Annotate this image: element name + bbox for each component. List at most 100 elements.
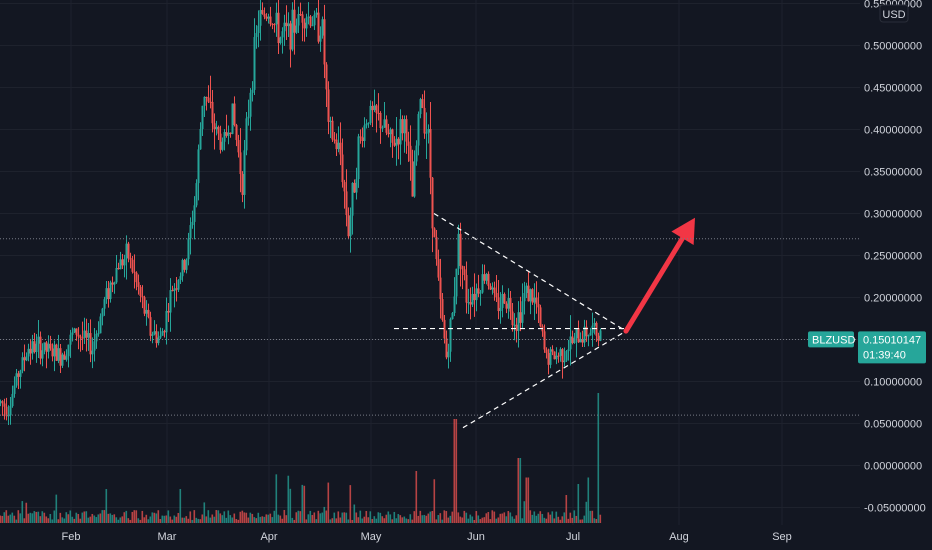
price-tick-label: 0.30000000 bbox=[864, 209, 922, 221]
candle-body bbox=[445, 338, 448, 358]
volume-bar bbox=[413, 511, 416, 523]
candle-body bbox=[9, 406, 12, 416]
trendline-resistance[interactable] bbox=[433, 212, 627, 332]
candle-body bbox=[563, 360, 566, 363]
volume-bar bbox=[307, 514, 310, 523]
price-tick-label: 0.25000000 bbox=[864, 251, 922, 263]
candle-body bbox=[163, 331, 166, 333]
candle-body bbox=[283, 22, 286, 32]
time-axis[interactable]: Feb Mar Apr May Jun Jul Aug Sep bbox=[62, 531, 792, 543]
volume-bar bbox=[299, 511, 302, 523]
volume-bar bbox=[473, 519, 476, 523]
volume-bar bbox=[385, 514, 388, 523]
volume-bar bbox=[243, 512, 246, 523]
volume-bar bbox=[437, 515, 440, 523]
volume-bar bbox=[581, 519, 584, 523]
volume-bar bbox=[355, 512, 358, 523]
candle-body bbox=[51, 348, 54, 357]
volume-bar bbox=[205, 516, 208, 523]
candle-body bbox=[193, 205, 196, 222]
volume-bar bbox=[283, 510, 286, 523]
volume-bar bbox=[177, 512, 180, 523]
candle-body bbox=[127, 243, 130, 258]
volume-bar bbox=[197, 518, 200, 523]
volume-bar bbox=[411, 519, 414, 523]
volume-bar bbox=[339, 517, 342, 523]
candle-body bbox=[545, 349, 548, 354]
candle-body bbox=[73, 328, 76, 333]
volume-bar bbox=[19, 513, 22, 523]
candle-body bbox=[69, 334, 72, 345]
volume-bar bbox=[507, 511, 510, 523]
candle-body bbox=[253, 37, 256, 90]
time-tick-label: Mar bbox=[158, 531, 177, 543]
volume-bar bbox=[461, 517, 464, 523]
volume-bar bbox=[97, 514, 100, 523]
volume-bar bbox=[559, 519, 562, 523]
candle-body bbox=[499, 307, 502, 312]
volume-bar bbox=[75, 512, 78, 523]
candle-body bbox=[267, 16, 270, 19]
candle-body bbox=[417, 114, 420, 146]
volume-bar bbox=[407, 519, 410, 523]
candle-body bbox=[287, 23, 290, 27]
volume-bar bbox=[117, 519, 120, 523]
volume-bar bbox=[195, 517, 198, 523]
volume-bar bbox=[335, 518, 338, 523]
volume-bar bbox=[377, 512, 380, 523]
volume-bar bbox=[379, 512, 382, 523]
volume-bar bbox=[191, 519, 194, 523]
time-tick-label: Jul bbox=[566, 531, 580, 543]
candle-body bbox=[183, 260, 186, 270]
candle-body bbox=[13, 385, 16, 394]
candle-body bbox=[543, 331, 546, 350]
candle-body bbox=[587, 335, 590, 337]
last-price-value: 0.15010147 bbox=[863, 334, 921, 346]
candle-body bbox=[101, 308, 104, 317]
drawing-layer[interactable] bbox=[394, 212, 695, 429]
candle-body bbox=[579, 338, 582, 343]
candle-body bbox=[569, 336, 572, 350]
volume-bar bbox=[489, 519, 492, 523]
candle-body bbox=[527, 285, 530, 302]
candle-body bbox=[119, 259, 122, 270]
candle-body bbox=[233, 103, 236, 126]
candle-body bbox=[369, 105, 372, 123]
candle-body bbox=[457, 233, 460, 269]
volume-bar bbox=[81, 512, 84, 523]
candle-body bbox=[133, 271, 136, 273]
candle-body bbox=[589, 332, 592, 336]
volume-bar bbox=[17, 510, 20, 523]
trendline-support[interactable] bbox=[462, 330, 627, 429]
volume-bar bbox=[417, 515, 420, 523]
candle-body bbox=[117, 267, 120, 270]
candle-body bbox=[217, 126, 220, 134]
currency-badge[interactable]: USD bbox=[879, 4, 909, 23]
volume-bar bbox=[167, 510, 170, 523]
volume-bar bbox=[89, 516, 92, 523]
candle-body bbox=[203, 96, 206, 106]
candle-body bbox=[383, 119, 386, 128]
candle-body bbox=[559, 349, 562, 356]
volume-bar bbox=[391, 519, 394, 523]
volume-bar bbox=[207, 510, 210, 523]
candle-body bbox=[385, 119, 388, 133]
candle-body bbox=[57, 348, 60, 361]
volume-bar bbox=[15, 519, 18, 523]
volume-bar bbox=[493, 511, 496, 523]
candle-body bbox=[547, 353, 550, 365]
candle-body bbox=[513, 324, 516, 326]
candle-body bbox=[139, 287, 142, 296]
arrow-head-icon[interactable] bbox=[671, 217, 695, 245]
candle-body bbox=[337, 142, 340, 150]
arrow-shaft[interactable] bbox=[623, 235, 686, 334]
volume-bar bbox=[573, 510, 576, 523]
volume-bar bbox=[341, 512, 344, 523]
candle-body bbox=[295, 25, 298, 33]
candle-body bbox=[177, 279, 180, 290]
volume-bar bbox=[501, 513, 504, 523]
candle-body bbox=[115, 267, 118, 283]
candle-body bbox=[309, 16, 312, 26]
